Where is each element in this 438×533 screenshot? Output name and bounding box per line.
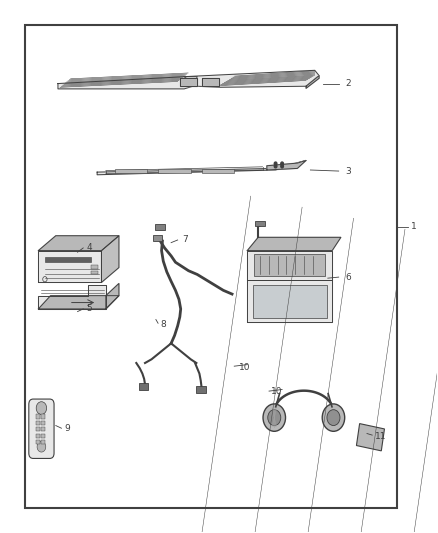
Circle shape [268,410,281,425]
Circle shape [322,404,345,431]
Polygon shape [39,285,106,309]
Circle shape [263,404,286,431]
Polygon shape [180,78,197,86]
Text: 10: 10 [271,386,283,395]
Bar [42,427,46,431]
Bar [254,254,325,276]
Bar [253,285,327,318]
Bar [25,25,397,508]
FancyBboxPatch shape [29,399,54,458]
Bar [139,383,148,390]
Bar [36,421,40,425]
Text: 10: 10 [239,363,250,372]
Bar [36,415,40,419]
Bar [42,433,46,438]
Bar [91,271,99,274]
Polygon shape [201,78,219,86]
Text: 2: 2 [345,79,351,88]
Polygon shape [39,296,119,309]
Bar [255,221,265,226]
Polygon shape [247,251,332,280]
Bar [115,169,147,173]
Polygon shape [58,77,197,89]
Circle shape [37,441,46,452]
Bar [42,440,46,444]
Polygon shape [247,237,341,251]
Bar [153,235,162,241]
Text: 7: 7 [182,236,188,245]
Polygon shape [39,236,119,251]
Polygon shape [97,160,306,175]
Circle shape [281,162,283,165]
Bar [196,386,206,393]
Bar [45,257,91,262]
Bar [158,169,191,173]
Text: 1: 1 [410,222,416,231]
Circle shape [274,165,277,168]
Circle shape [281,165,283,168]
Bar [201,169,234,173]
Text: 6: 6 [345,272,351,281]
Bar [36,427,40,431]
Circle shape [274,162,277,165]
Text: 8: 8 [160,320,166,329]
Text: 3: 3 [345,166,351,175]
Bar [36,433,40,438]
Text: 9: 9 [64,424,70,433]
Bar [155,223,166,230]
Circle shape [327,410,340,425]
Text: 5: 5 [86,304,92,313]
Polygon shape [106,284,119,309]
Bar [36,440,40,444]
Polygon shape [247,280,332,322]
Polygon shape [267,160,306,170]
Bar [42,421,46,425]
Polygon shape [357,424,385,451]
Polygon shape [306,76,319,88]
Polygon shape [184,70,319,87]
Polygon shape [39,251,102,282]
Text: 11: 11 [375,432,386,441]
Circle shape [36,402,47,415]
Polygon shape [102,236,119,282]
Text: 4: 4 [86,244,92,253]
Bar [42,415,46,419]
Bar [91,265,99,269]
